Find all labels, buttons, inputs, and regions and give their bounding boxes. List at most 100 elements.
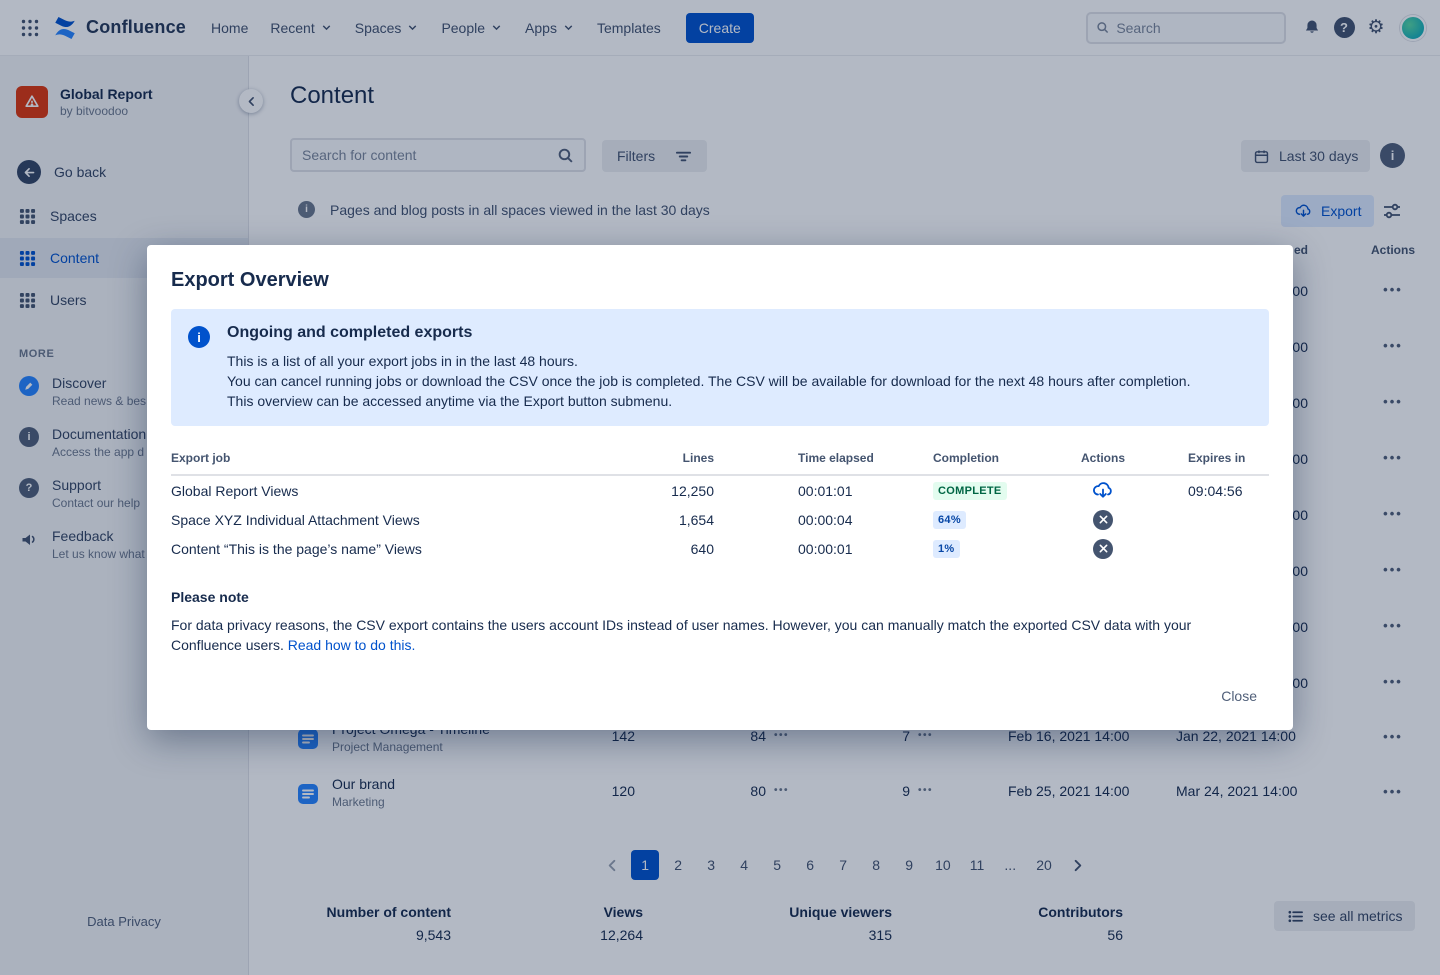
read-how-link[interactable]: Read how to do this. (287, 637, 416, 653)
app-switcher-icon[interactable] (14, 12, 46, 44)
pagination-page-20[interactable]: 20 (1029, 850, 1059, 880)
expand-dots-button[interactable]: ••• (918, 730, 934, 741)
row-actions-button[interactable]: ••• (1383, 674, 1403, 689)
sidebar-item-sublabel: Contact our help (52, 496, 141, 510)
nav-spaces-label: Spaces (354, 19, 402, 36)
export-job-name: Global Report Views (171, 482, 299, 499)
row-actions-button[interactable]: ••• (1383, 562, 1403, 577)
nav-people[interactable]: People (430, 12, 514, 44)
export-button[interactable]: Export (1281, 195, 1375, 227)
table-row-partial: 00 ••• (250, 375, 1440, 431)
pagination-page-1[interactable]: 1 (631, 850, 660, 880)
expand-dots-button[interactable]: ••• (774, 730, 790, 741)
pagination-next-button[interactable] (1064, 850, 1092, 880)
row-actions-button[interactable]: ••• (1383, 394, 1403, 409)
notifications-button[interactable] (1296, 12, 1328, 44)
cancel-x-icon (1093, 509, 1113, 530)
pagination-page-8[interactable]: 8 (862, 850, 890, 880)
date-fragment: 00 (1292, 395, 1308, 411)
row-actions-button[interactable]: ••• (1383, 729, 1403, 744)
expand-dots-button[interactable]: ••• (774, 785, 790, 796)
close-button[interactable]: Close (1211, 680, 1267, 712)
help-button[interactable]: ? (1328, 12, 1360, 44)
help-icon: ? (1333, 17, 1355, 38)
sidebar-item-feedback[interactable]: Feedback Let us know what (0, 519, 248, 570)
nav-templates[interactable]: Templates (586, 12, 672, 44)
expand-dots-button[interactable]: ••• (918, 785, 934, 796)
please-note-heading: Please note (171, 589, 249, 605)
row-actions-button[interactable]: ••• (1383, 338, 1403, 353)
row-actions-button[interactable]: ••• (1383, 450, 1403, 465)
row-actions-button[interactable]: ••• (1383, 506, 1403, 521)
go-back-item[interactable]: Go back (0, 150, 248, 194)
pagination-page-4[interactable]: 4 (730, 850, 758, 880)
pagination-page-2[interactable]: 2 (664, 850, 692, 880)
note-body: For data privacy reasons, the CSV export… (171, 617, 1192, 653)
content-title[interactable]: Our brand (332, 776, 396, 792)
export-job-time: 00:00:01 (798, 540, 853, 557)
pagination-page-9[interactable]: 9 (895, 850, 923, 880)
row-actions-button[interactable]: ••• (1383, 618, 1403, 633)
cancel-export-button[interactable] (1093, 538, 1113, 559)
nav-home[interactable]: Home (200, 12, 259, 44)
unique-viewers-value: 80 (750, 783, 766, 799)
unique-viewers-value: 84 (750, 728, 766, 744)
create-button[interactable]: Create (685, 12, 754, 43)
metrics-list-icon (1288, 910, 1303, 922)
data-privacy-link[interactable]: Data Privacy (87, 914, 161, 929)
table-row[interactable]: Our brand Marketing 120 80 ••• 9 ••• Feb… (250, 766, 1440, 822)
page-info-button[interactable]: i (1380, 143, 1405, 168)
chevron-right-icon (1075, 859, 1082, 871)
pagination-page-7[interactable]: 7 (829, 850, 857, 880)
nav-spaces[interactable]: Spaces (344, 12, 431, 44)
pagination-ellipsis: ... (996, 850, 1024, 880)
filters-button[interactable]: Filters (602, 140, 708, 172)
pagination-prev-button[interactable] (598, 850, 626, 880)
confluence-logo[interactable]: Confluence (52, 15, 186, 41)
date-fragment: 00 (1292, 563, 1308, 579)
sidebar-item-documentation[interactable]: i Documentation Access the app d (0, 417, 248, 468)
pagination-page-3[interactable]: 3 (697, 850, 725, 880)
views-value: 120 (611, 783, 635, 799)
date-range-button[interactable]: Last 30 days (1241, 140, 1371, 172)
col-expires-in: Expires in (1188, 451, 1246, 465)
nav-apps[interactable]: Apps (514, 12, 586, 44)
pagination-page-10[interactable]: 10 (928, 850, 958, 880)
cancel-export-button[interactable] (1093, 509, 1113, 530)
sidebar-collapse-button[interactable] (239, 89, 263, 113)
avatar[interactable] (1400, 14, 1426, 41)
content-search-input[interactable] (302, 147, 549, 163)
row-actions-button[interactable]: ••• (1383, 282, 1403, 297)
stat-value: 12,264 (600, 927, 643, 943)
see-all-metrics-button[interactable]: see all metrics (1274, 901, 1416, 931)
export-job-lines: 12,250 (671, 482, 714, 499)
modal-title: Export Overview (171, 269, 329, 291)
sidebar-item-support[interactable]: ? Support Contact our help (0, 468, 248, 519)
column-header-fragment[interactable]: ed (1293, 243, 1308, 257)
filters-label: Filters (617, 148, 656, 164)
sidebar-item-spaces[interactable]: Spaces (0, 196, 248, 236)
download-csv-button[interactable] (1091, 479, 1115, 503)
status-badge: COMPLETE (933, 482, 1007, 500)
date-fragment: 00 (1292, 283, 1308, 299)
date-range-label: Last 30 days (1279, 148, 1359, 164)
global-search[interactable] (1086, 11, 1286, 44)
created-date: Jan 22, 2021 14:00 (1176, 728, 1296, 744)
settings-button[interactable]: ⚙ (1360, 12, 1392, 44)
grid-icon (19, 250, 36, 266)
content-search[interactable] (290, 138, 586, 172)
cloud-download-icon (1093, 481, 1112, 498)
actions-cell (1063, 538, 1143, 559)
chevron-left-icon (608, 859, 615, 871)
pagination-page-11[interactable]: 11 (963, 850, 992, 880)
global-search-input[interactable] (1116, 19, 1276, 36)
pagination-page-5[interactable]: 5 (763, 850, 791, 880)
export-job-time: 00:01:01 (798, 482, 853, 499)
sidebar-item-users[interactable]: Users (0, 280, 248, 320)
nav-recent[interactable]: Recent (259, 12, 343, 44)
grid-dots-icon (21, 19, 39, 36)
pagination-page-6[interactable]: 6 (796, 850, 824, 880)
sidebar-item-discover[interactable]: Discover Read news & bes (0, 366, 248, 417)
table-settings-button[interactable] (1378, 197, 1406, 225)
row-actions-button[interactable]: ••• (1383, 784, 1403, 799)
